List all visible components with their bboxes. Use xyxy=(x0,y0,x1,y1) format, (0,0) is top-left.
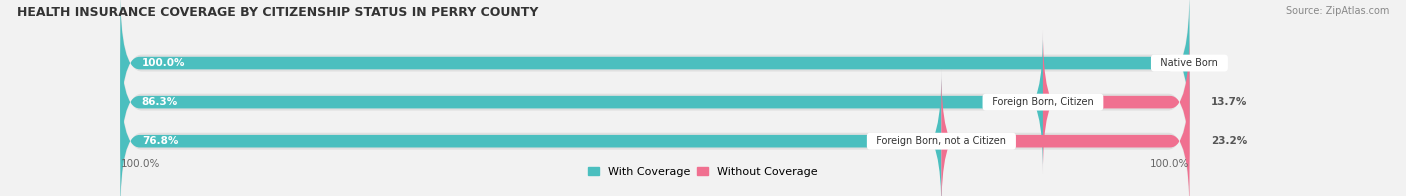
FancyBboxPatch shape xyxy=(121,24,1189,181)
FancyBboxPatch shape xyxy=(121,30,1043,174)
Text: 86.3%: 86.3% xyxy=(142,97,179,107)
FancyBboxPatch shape xyxy=(121,0,1189,141)
FancyBboxPatch shape xyxy=(942,69,1189,196)
FancyBboxPatch shape xyxy=(121,0,1189,135)
Text: HEALTH INSURANCE COVERAGE BY CITIZENSHIP STATUS IN PERRY COUNTY: HEALTH INSURANCE COVERAGE BY CITIZENSHIP… xyxy=(17,6,538,19)
FancyBboxPatch shape xyxy=(1043,30,1189,174)
Text: 100.0%: 100.0% xyxy=(121,159,160,169)
Text: Native Born: Native Born xyxy=(1154,58,1225,68)
Text: 100.0%: 100.0% xyxy=(1150,159,1189,169)
Text: 23.2%: 23.2% xyxy=(1211,136,1247,146)
FancyBboxPatch shape xyxy=(121,63,1189,196)
Text: 100.0%: 100.0% xyxy=(142,58,186,68)
Text: Source: ZipAtlas.com: Source: ZipAtlas.com xyxy=(1285,6,1389,16)
Text: 76.8%: 76.8% xyxy=(142,136,179,146)
Text: 13.7%: 13.7% xyxy=(1211,97,1247,107)
Text: Foreign Born, Citizen: Foreign Born, Citizen xyxy=(986,97,1099,107)
Text: Foreign Born, not a Citizen: Foreign Born, not a Citizen xyxy=(870,136,1012,146)
FancyBboxPatch shape xyxy=(121,69,942,196)
Legend: With Coverage, Without Coverage: With Coverage, Without Coverage xyxy=(588,167,818,177)
